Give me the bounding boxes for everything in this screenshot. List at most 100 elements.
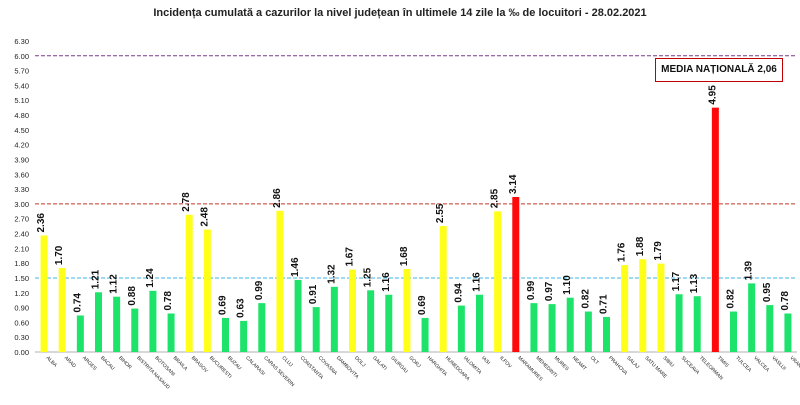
bar-value-label: 1.21 — [91, 269, 102, 289]
bar — [675, 294, 683, 352]
y-tick-label: 5.70 — [14, 67, 29, 76]
y-tick-label: 5.10 — [14, 96, 29, 105]
bar-value-label: 1.67 — [345, 247, 356, 267]
y-tick-label: 3.60 — [14, 170, 29, 179]
y-tick-label: 6.00 — [14, 52, 29, 61]
bar-value-label: 0.69 — [218, 295, 229, 315]
bar-value-label: 0.97 — [544, 281, 555, 301]
bar — [330, 286, 338, 352]
bar — [512, 196, 520, 352]
bar — [584, 311, 592, 352]
bar-value-label: 0.71 — [599, 294, 610, 314]
category-label: DOLJ — [353, 355, 367, 369]
y-tick-label: 2.40 — [14, 230, 29, 239]
category-label: GALATI — [371, 355, 388, 372]
bar-value-label: 0.99 — [254, 280, 265, 300]
bar-value-label: 2.55 — [435, 203, 446, 223]
category-label: ARAD — [63, 355, 77, 369]
bar — [566, 297, 574, 352]
bar-value-label: 2.78 — [181, 192, 192, 212]
bar-value-label: 1.25 — [363, 267, 374, 287]
category-label: GIURGIU — [389, 355, 409, 375]
bar-value-label: 1.17 — [671, 271, 682, 291]
national-average-annotation: MEDIA NAȚIONALĂ 2,06 — [655, 58, 783, 82]
bar — [312, 307, 320, 352]
y-tick-label: 4.80 — [14, 111, 29, 120]
bar — [294, 279, 302, 352]
y-tick-label: 0.90 — [14, 304, 29, 313]
bar — [621, 265, 629, 352]
bar — [530, 303, 538, 352]
bar-value-label: 2.36 — [36, 213, 47, 233]
bar — [494, 211, 502, 352]
bar-value-label: 0.82 — [726, 289, 737, 309]
bar — [40, 235, 48, 352]
bar-value-label: 0.63 — [236, 298, 247, 318]
bar — [149, 290, 157, 352]
bar-value-label: 1.32 — [326, 264, 337, 284]
category-label: VASLUI — [770, 355, 787, 372]
bar — [421, 317, 429, 352]
bar-value-label: 3.14 — [508, 174, 519, 194]
bar — [222, 317, 229, 352]
y-tick-label: 5.40 — [14, 81, 29, 90]
bar-value-label: 1.68 — [399, 246, 410, 266]
bar-value-label: 2.86 — [272, 188, 283, 208]
bar — [95, 292, 102, 352]
category-label: OLT — [589, 355, 600, 366]
category-label: SIBIU — [662, 355, 676, 369]
category-label: BRAILA — [172, 355, 189, 372]
bar — [276, 210, 284, 352]
bar — [476, 294, 483, 352]
y-tick-label: 3.30 — [14, 185, 29, 194]
y-tick-label: 2.70 — [14, 215, 29, 224]
bar-value-label: 1.88 — [635, 236, 646, 256]
bar-value-label: 1.76 — [617, 242, 628, 262]
category-label: ALBA — [45, 355, 59, 369]
y-tick-label: 2.10 — [14, 244, 29, 253]
bar-value-label: 1.70 — [54, 245, 65, 265]
bar — [693, 296, 701, 352]
category-label: MURES — [553, 355, 570, 372]
bar — [385, 294, 393, 352]
y-tick-label: 3.00 — [14, 200, 29, 209]
bar — [131, 308, 139, 352]
bar — [58, 268, 66, 352]
category-label: BIHOR — [117, 355, 133, 371]
bar-value-label: 4.95 — [707, 85, 718, 105]
category-label: TULCEA — [734, 355, 753, 374]
y-tick-label: 4.50 — [14, 126, 29, 135]
y-tick-label: 6.30 — [14, 37, 29, 46]
bar-value-label: 0.88 — [127, 286, 138, 306]
chart-title: Incidența cumulată a cazurilor la nivel … — [153, 7, 647, 19]
bar — [784, 313, 792, 352]
y-tick-label: 1.20 — [14, 289, 29, 298]
category-label: GORJ — [408, 355, 422, 369]
bar-value-label: 1.39 — [744, 260, 755, 280]
bar — [711, 107, 719, 353]
bar — [766, 305, 774, 352]
bar — [113, 296, 121, 352]
bar-value-label: 0.69 — [417, 295, 428, 315]
category-label: IASI — [480, 355, 491, 366]
bar — [367, 290, 375, 352]
bar — [258, 303, 266, 352]
y-tick-label: 0.60 — [14, 318, 29, 327]
category-label: ARGES — [81, 355, 98, 372]
bar-value-label: 0.74 — [72, 293, 83, 313]
category-label: NEAMT — [571, 355, 588, 372]
category-label: BISTRITA NASAUD — [135, 355, 171, 391]
y-tick-label: 0.30 — [14, 333, 29, 342]
bar — [603, 316, 610, 352]
bar-value-label: 1.16 — [381, 272, 392, 292]
bar — [639, 259, 647, 352]
category-label: ILFOV — [498, 355, 513, 370]
bar — [403, 269, 411, 352]
bar — [185, 214, 193, 352]
bar-value-label: 1.46 — [290, 257, 301, 277]
category-label: BUZAU — [226, 355, 243, 372]
bar — [439, 226, 447, 352]
category-label: BRASOV — [190, 355, 209, 374]
bar — [240, 320, 248, 352]
bar-value-label: 1.13 — [689, 273, 700, 293]
